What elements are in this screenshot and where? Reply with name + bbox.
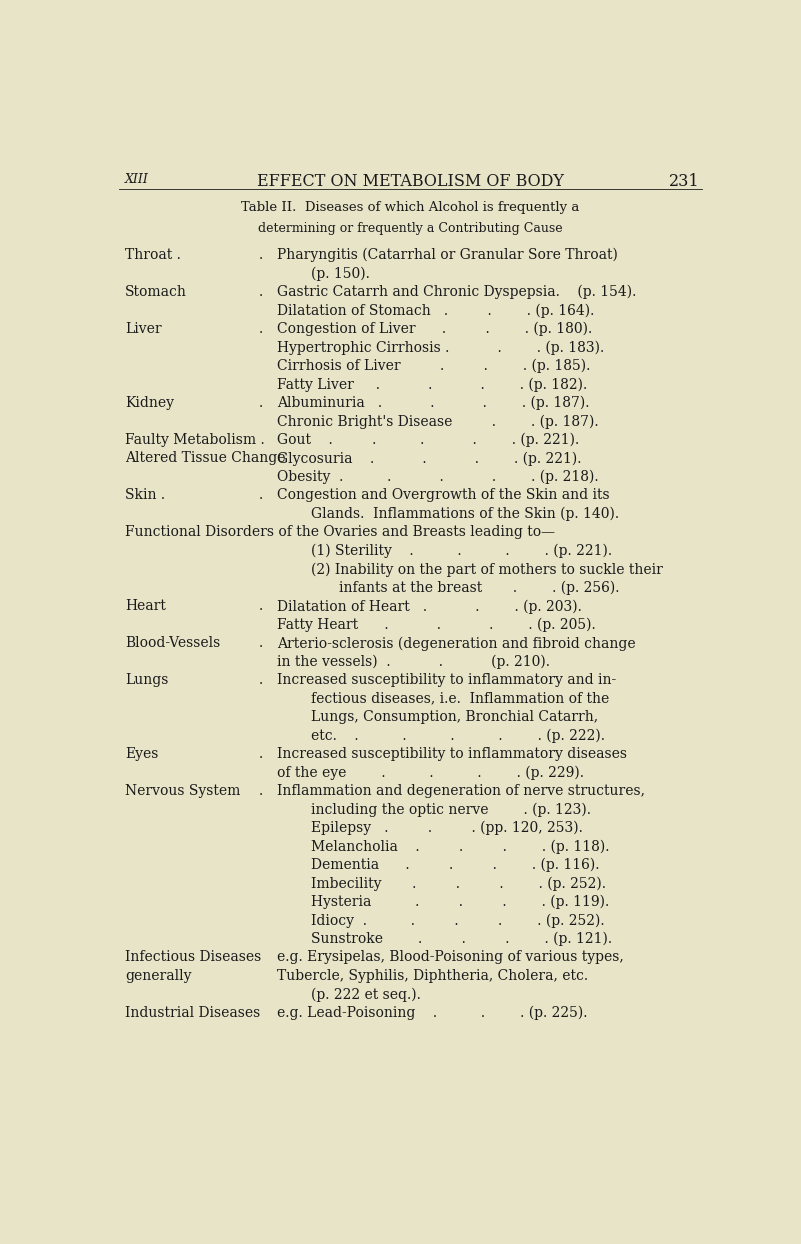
Text: Congestion and Overgrowth of the Skin and its: Congestion and Overgrowth of the Skin an… [277, 489, 610, 503]
Text: Altered Tissue Change: Altered Tissue Change [125, 452, 285, 465]
Text: (1) Sterility    .          .          .        . (p. 221).: (1) Sterility . . . . (p. 221). [311, 544, 612, 559]
Text: Liver: Liver [125, 322, 162, 336]
Text: in the vessels)  .           .           (p. 210).: in the vessels) . . (p. 210). [277, 654, 550, 669]
Text: Eyes: Eyes [125, 748, 159, 761]
Text: Dilatation of Heart   .           .        . (p. 203).: Dilatation of Heart . . . (p. 203). [277, 600, 582, 613]
Text: Dilatation of Stomach   .         .        . (p. 164).: Dilatation of Stomach . . . (p. 164). [277, 304, 594, 317]
Text: Lungs, Consumption, Bronchial Catarrh,: Lungs, Consumption, Bronchial Catarrh, [311, 710, 598, 724]
Text: Chronic Bright's Disease         .        . (p. 187).: Chronic Bright's Disease . . (p. 187). [277, 414, 598, 429]
Text: XIII: XIII [125, 173, 149, 187]
Text: Sunstroke        .         .         .        . (p. 121).: Sunstroke . . . . (p. 121). [311, 932, 612, 947]
Text: (p. 150).: (p. 150). [311, 266, 370, 281]
Text: Throat .: Throat . [125, 248, 181, 262]
Text: .: . [259, 600, 263, 613]
Text: Cirrhosis of Liver         .         .        . (p. 185).: Cirrhosis of Liver . . . (p. 185). [277, 358, 590, 373]
Text: Tubercle, Syphilis, Diphtheria, Cholera, etc.: Tubercle, Syphilis, Diphtheria, Cholera,… [277, 969, 588, 983]
Text: Increased susceptibility to inflammatory diseases: Increased susceptibility to inflammatory… [277, 748, 627, 761]
Text: Fatty Liver     .           .           .        . (p. 182).: Fatty Liver . . . . (p. 182). [277, 377, 587, 392]
Text: Glands.  Inflammations of the Skin (p. 140).: Glands. Inflammations of the Skin (p. 14… [311, 506, 619, 521]
Text: of the eye        .          .          .        . (p. 229).: of the eye . . . . (p. 229). [277, 765, 584, 780]
Text: .: . [259, 248, 263, 262]
Text: Dementia      .         .         .        . (p. 116).: Dementia . . . . (p. 116). [311, 858, 600, 872]
Text: .: . [259, 396, 263, 409]
Text: Hypertrophic Cirrhosis .           .        . (p. 183).: Hypertrophic Cirrhosis . . . (p. 183). [277, 341, 604, 355]
Text: Functional Disorders of the Ovaries and Breasts leading to—: Functional Disorders of the Ovaries and … [125, 525, 555, 539]
Text: Imbecility       .         .         .        . (p. 252).: Imbecility . . . . (p. 252). [311, 877, 606, 891]
Text: Glycosuria    .           .           .        . (p. 221).: Glycosuria . . . . (p. 221). [277, 452, 582, 465]
Text: Heart: Heart [125, 600, 166, 613]
Text: Gastric Catarrh and Chronic Dyspepsia.    (p. 154).: Gastric Catarrh and Chronic Dyspepsia. (… [277, 285, 637, 300]
Text: determining or frequently a Contributing Cause: determining or frequently a Contributing… [258, 223, 563, 235]
Text: Melancholia    .         .         .        . (p. 118).: Melancholia . . . . (p. 118). [311, 840, 610, 853]
Text: Idiocy  .          .         .         .        . (p. 252).: Idiocy . . . . . (p. 252). [311, 913, 605, 928]
Text: Faulty Metabolism .: Faulty Metabolism . [125, 433, 264, 447]
Text: Gout    .         .          .           .        . (p. 221).: Gout . . . . . (p. 221). [277, 433, 579, 447]
Text: .: . [259, 748, 263, 761]
Text: Industrial Diseases: Industrial Diseases [125, 1006, 260, 1020]
Text: fectious diseases, i.e.  Inflammation of the: fectious diseases, i.e. Inflammation of … [311, 692, 610, 705]
Text: .: . [259, 285, 263, 299]
Text: Blood-Vessels: Blood-Vessels [125, 636, 220, 651]
Text: e.g. Lead-Poisoning    .          .        . (p. 225).: e.g. Lead-Poisoning . . . (p. 225). [277, 1006, 588, 1020]
Text: Inflammation and degeneration of nerve structures,: Inflammation and degeneration of nerve s… [277, 784, 645, 799]
Text: Lungs: Lungs [125, 673, 168, 687]
Text: infants at the breast       .        . (p. 256).: infants at the breast . . (p. 256). [339, 581, 620, 595]
Text: Fatty Heart      .           .           .        . (p. 205).: Fatty Heart . . . . (p. 205). [277, 618, 596, 632]
Text: Hysteria          .         .         .        . (p. 119).: Hysteria . . . . (p. 119). [311, 894, 610, 909]
Text: (2) Inability on the part of mothers to suckle their: (2) Inability on the part of mothers to … [311, 562, 663, 577]
Text: Albuminuria   .           .           .        . (p. 187).: Albuminuria . . . . (p. 187). [277, 396, 590, 411]
Text: Nervous System: Nervous System [125, 784, 240, 799]
Text: Infectious Diseases: Infectious Diseases [125, 950, 261, 964]
Text: .: . [259, 322, 263, 336]
Text: (p. 222 et seq.).: (p. 222 et seq.). [311, 988, 421, 1001]
Text: Epilepsy   .         .         . (pp. 120, 253).: Epilepsy . . . (pp. 120, 253). [311, 821, 583, 836]
Text: generally: generally [125, 969, 191, 983]
Text: Table II.  Diseases of which Alcohol is frequently a: Table II. Diseases of which Alcohol is f… [241, 202, 580, 214]
Text: Pharyngitis (Catarrhal or Granular Sore Throat): Pharyngitis (Catarrhal or Granular Sore … [277, 248, 618, 262]
Text: Congestion of Liver      .         .        . (p. 180).: Congestion of Liver . . . (p. 180). [277, 322, 592, 336]
Text: Stomach: Stomach [125, 285, 187, 299]
Text: etc.    .          .          .          .        . (p. 222).: etc. . . . . . (p. 222). [311, 729, 606, 743]
Text: .: . [259, 636, 263, 651]
Text: including the optic nerve        . (p. 123).: including the optic nerve . (p. 123). [311, 802, 591, 817]
Text: 231: 231 [669, 173, 699, 190]
Text: .: . [259, 673, 263, 687]
Text: Kidney: Kidney [125, 396, 174, 409]
Text: EFFECT ON METABOLISM OF BODY: EFFECT ON METABOLISM OF BODY [257, 173, 564, 190]
Text: Arterio-sclerosis (degeneration and fibroid change: Arterio-sclerosis (degeneration and fibr… [277, 636, 636, 651]
Text: .: . [259, 489, 263, 503]
Text: Increased susceptibility to inflammatory and in-: Increased susceptibility to inflammatory… [277, 673, 616, 687]
Text: Skin .: Skin . [125, 489, 165, 503]
Text: Obesity  .          .           .           .        . (p. 218).: Obesity . . . . . (p. 218). [277, 470, 598, 484]
Text: e.g. Erysipelas, Blood-Poisoning of various types,: e.g. Erysipelas, Blood-Poisoning of vari… [277, 950, 624, 964]
Text: .: . [259, 784, 263, 799]
